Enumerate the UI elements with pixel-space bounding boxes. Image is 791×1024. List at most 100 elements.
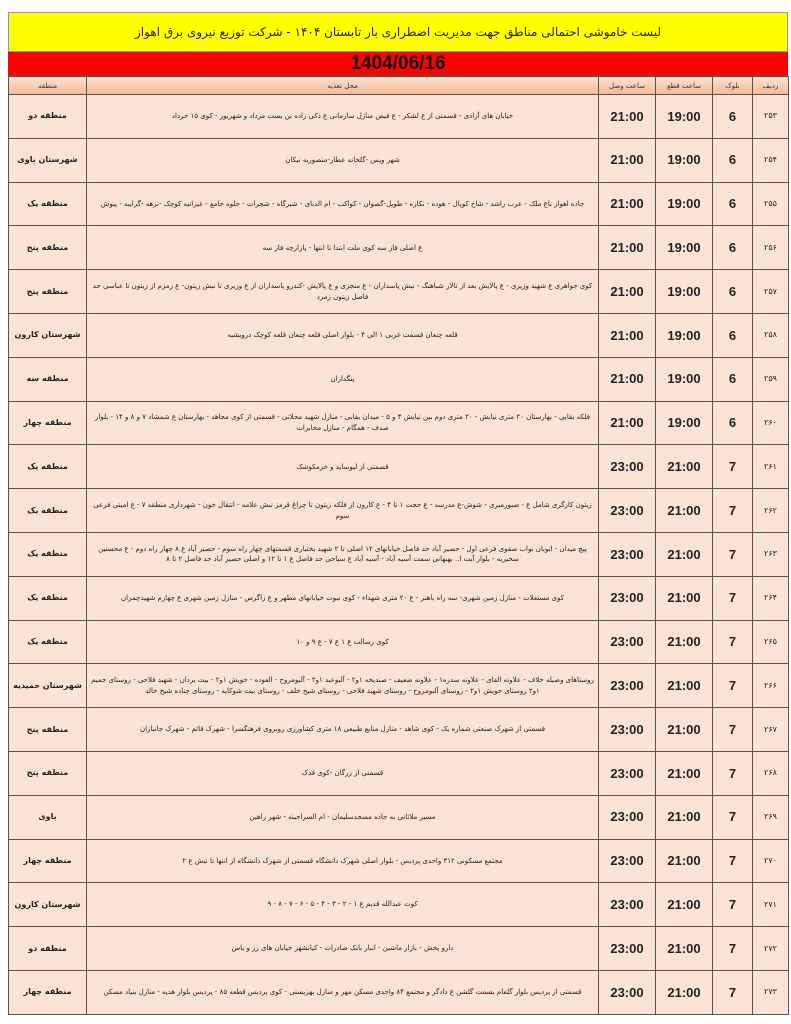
block-cell: 7 [712, 488, 753, 533]
location-cell: پیچ میدان - اتوبان نواب صفوی فرعی اول - … [86, 531, 599, 577]
row-number: ۲۵۹ [752, 356, 789, 402]
location-cell: کوت عبدالله قدیم ع ۱ - ۲ - ۳ - ۴ - ۵ - ۶… [86, 882, 599, 928]
table-row: ۲۷۱ 7 21:00 23:00 کوت عبدالله قدیم ع ۱ - ۲ -… [8, 882, 789, 928]
off-time-cell: 19:00 [655, 400, 713, 446]
block-cell: 7 [712, 794, 753, 840]
on-time-cell: 23:00 [598, 488, 656, 533]
block-cell: 6 [712, 94, 753, 139]
region-cell: منطقه یک [8, 488, 87, 533]
block-cell: 7 [712, 619, 753, 665]
off-time-cell: 19:00 [655, 181, 713, 227]
table-row: ۲۶۵ 7 21:00 23:00 کوی رسالت ع ۱ ع ۷ - ع ۹ و … [8, 619, 789, 665]
table-row: ۲۷۰ 7 21:00 23:00 مجتمع مسکونی ۳۱۲ واحدی پرد… [8, 838, 789, 884]
region-cell: منطقه یک [8, 531, 87, 577]
region-cell: منطقه چهار [8, 400, 87, 446]
location-cell: زیتون کارگری شامل ع - صبورمیری - شوش-ع م… [86, 488, 599, 533]
row-number: ۲۵۳ [752, 94, 789, 139]
on-time-cell: 23:00 [598, 531, 656, 577]
region-cell: منطقه یک [8, 181, 87, 227]
on-time-cell: 23:00 [598, 882, 656, 928]
table-row: ۲۵۷ 6 19:00 21:00 کوی جواهری ع شهید وزیری - … [8, 269, 789, 314]
off-time-cell: 19:00 [655, 269, 713, 314]
off-time-cell: 21:00 [655, 838, 713, 884]
region-cell: منطقه پنج [8, 225, 87, 271]
location-cell: قسمتی از زرگان -کوی فدک [86, 750, 599, 796]
table-row: ۲۵۳ 6 19:00 21:00 خیابان های آزادی - قسمتی ا… [8, 94, 789, 139]
table-row: ۲۶۲ 7 21:00 23:00 زیتون کارگری شامل ع - صبور… [8, 488, 789, 533]
outage-table: ردیف بلوک ساعت قطع ساعت وصل محل تغذیه من… [8, 76, 789, 1015]
row-number: ۲۶۳ [752, 531, 789, 577]
block-cell: 7 [712, 838, 753, 884]
location-cell: قسمتی از شهرک صنعتی شماره یک - کوی شاهد … [86, 707, 599, 752]
off-time-cell: 21:00 [655, 926, 713, 971]
location-cell: ع اصلی فاز سه کوی ملت ابتدا تا انتها - پ… [86, 225, 599, 271]
region-cell: منطقه پنج [8, 750, 87, 796]
row-number: ۲۶۷ [752, 707, 789, 752]
location-cell: قسمتی از لیوساید و خرمکوشک [86, 444, 599, 490]
row-number: ۲۶۶ [752, 663, 789, 709]
row-number: ۲۷۱ [752, 882, 789, 928]
location-cell: مسیر ملاثانی به جاده مسجدسلیمان - ام الس… [86, 794, 599, 840]
region-cell: شهرستان کارون [8, 312, 87, 358]
row-number: ۲۵۴ [752, 137, 789, 183]
off-time-cell: 19:00 [655, 94, 713, 139]
location-cell: فلکه بقایی - بهارستان ۲۰ متری نیایش - ۲۰… [86, 400, 599, 446]
on-time-cell: 21:00 [598, 269, 656, 314]
block-cell: 7 [712, 750, 753, 796]
location-cell: کوی مستغلات - منازل زمین شهری- سه راه با… [86, 575, 599, 621]
block-cell: 6 [712, 312, 753, 358]
on-time-cell: 23:00 [598, 794, 656, 840]
header-block: بلوک [712, 76, 753, 95]
table-row: ۲۶۰ 6 19:00 21:00 فلکه بقایی - بهارستان ۲۰ م… [8, 400, 789, 446]
off-time-cell: 21:00 [655, 750, 713, 796]
row-number: ۲۷۳ [752, 969, 789, 1015]
location-cell: دارو پخش - بازار ماشین - انبار بانک صادر… [86, 926, 599, 971]
block-cell: 6 [712, 356, 753, 402]
off-time-cell: 19:00 [655, 356, 713, 402]
block-cell: 6 [712, 400, 753, 446]
header-row-number: ردیف [752, 76, 789, 95]
block-cell: 7 [712, 969, 753, 1015]
off-time-cell: 21:00 [655, 882, 713, 928]
block-cell: 7 [712, 575, 753, 621]
block-cell: 6 [712, 181, 753, 227]
location-cell: قسمتی از پردیس بلوار گلفام بسمت گلشن ع د… [86, 969, 599, 1015]
location-cell: کوی رسالت ع ۱ ع ۷ - ع ۹ و ۱۰ [86, 619, 599, 665]
on-time-cell: 23:00 [598, 619, 656, 665]
region-cell: منطقه دو [8, 94, 87, 139]
header-location: محل تغذیه [86, 76, 599, 95]
header-row: ردیف بلوک ساعت قطع ساعت وصل محل تغذیه من… [8, 76, 789, 95]
location-cell: مجتمع مسکونی ۳۱۲ واحدی پردیس - بلوار اصل… [86, 838, 599, 884]
on-time-cell: 23:00 [598, 838, 656, 884]
region-cell: شهرستان باوی [8, 137, 87, 183]
sheet-title: لیست خاموشی احتمالی مناطق جهت مدیریت اضط… [8, 12, 788, 52]
on-time-cell: 23:00 [598, 444, 656, 490]
header-on-time: ساعت وصل [598, 76, 656, 95]
table-row: ۲۷۳ 7 21:00 23:00 قسمتی از پردیس بلوار گلفام… [8, 969, 789, 1015]
block-cell: 7 [712, 531, 753, 577]
on-time-cell: 23:00 [598, 707, 656, 752]
table-row: ۲۵۹ 6 19:00 21:00 پنگداران منطقه سه [8, 356, 789, 402]
on-time-cell: 23:00 [598, 750, 656, 796]
region-cell: منطقه پنج [8, 707, 87, 752]
off-time-cell: 21:00 [655, 575, 713, 621]
on-time-cell: 23:00 [598, 926, 656, 971]
off-time-cell: 21:00 [655, 663, 713, 709]
region-cell: منطقه چهار [8, 838, 87, 884]
row-number: ۲۶۱ [752, 444, 789, 490]
on-time-cell: 21:00 [598, 181, 656, 227]
date-banner: 1404/06/16 [8, 52, 788, 76]
on-time-cell: 23:00 [598, 575, 656, 621]
table-row: ۲۷۲ 7 21:00 23:00 دارو پخش - بازار ماشین - ا… [8, 926, 789, 971]
table-row: ۲۵۸ 6 19:00 21:00 قلعه چنعان قسمت غربی ۱ الی… [8, 312, 789, 358]
row-number: ۲۶۴ [752, 575, 789, 621]
table-row: ۲۶۹ 7 21:00 23:00 مسیر ملاثانی به جاده مسجدس… [8, 794, 789, 840]
region-cell: منطقه پنج [8, 269, 87, 314]
block-cell: 7 [712, 663, 753, 709]
table-row: ۲۶۸ 7 21:00 23:00 قسمتی از زرگان -کوی فدک منط… [8, 750, 789, 796]
table-row: ۲۶۷ 7 21:00 23:00 قسمتی از شهرک صنعتی شماره … [8, 707, 789, 752]
row-number: ۲۵۶ [752, 225, 789, 271]
region-cell: منطقه یک [8, 575, 87, 621]
region-cell: شهرستان کارون [8, 882, 87, 928]
block-cell: 7 [712, 926, 753, 971]
